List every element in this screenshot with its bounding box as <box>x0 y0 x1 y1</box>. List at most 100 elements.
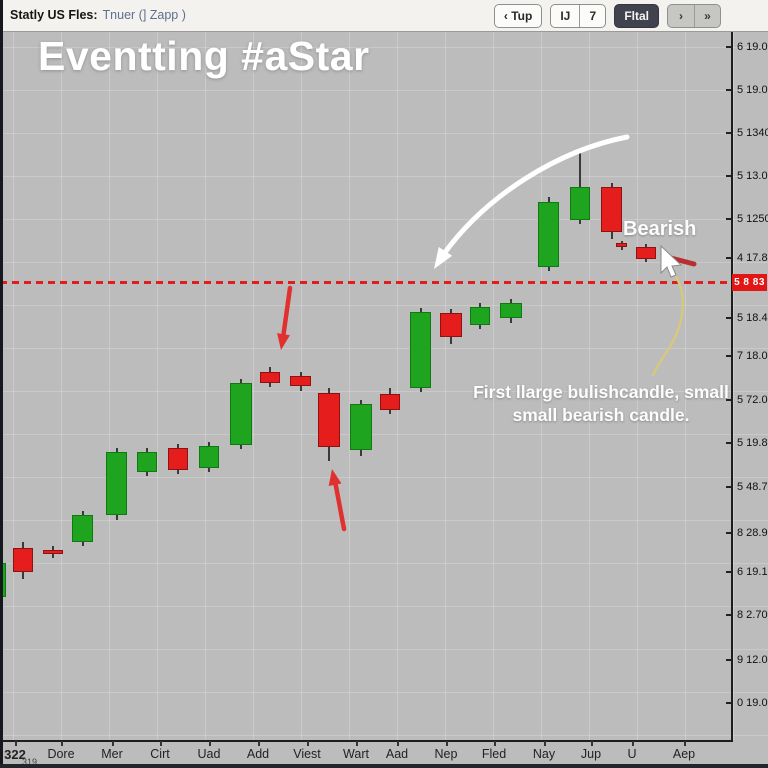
y-axis-tick <box>726 46 731 48</box>
x-axis-tick <box>591 741 593 746</box>
y-axis-tick <box>726 614 731 616</box>
y-axis-tick <box>726 175 731 177</box>
x-axis-label: Viest <box>293 747 321 761</box>
y-axis-label: 5 1250 <box>737 213 768 225</box>
x-axis-label: Aep <box>672 747 696 761</box>
x-axis-label: Cirt <box>150 747 170 761</box>
y-axis-tick <box>726 257 731 259</box>
y-axis-label: 0 19.0 <box>737 697 768 709</box>
y-axis-tick <box>726 355 731 357</box>
x-axis-label: Aad <box>385 747 409 761</box>
y-axis-label: 5 72.0 <box>737 394 768 406</box>
candle-bull <box>72 515 93 542</box>
y-axis-tick <box>726 571 731 573</box>
candle-bull <box>570 187 590 220</box>
x-axis-label: Uad <box>197 747 221 761</box>
y-axis-tick <box>726 659 731 661</box>
header-title-rest: Tnuer (] Zapp ) <box>102 8 186 22</box>
candle-bull <box>106 452 127 515</box>
toolbar-button[interactable]: 7 <box>579 5 605 27</box>
toolbar-button-group: Fltal <box>614 4 659 28</box>
x-axis-tick <box>397 741 399 746</box>
chart-title: Eventting #aStar <box>38 33 370 79</box>
candle-bear <box>168 448 188 470</box>
y-axis-label: 8 28.9 <box>737 527 768 539</box>
note-line-1: First llarge bulishcandle, small <box>473 382 729 402</box>
toolbar-button-group: ‹ Tup <box>493 4 543 28</box>
candle-bull <box>470 307 490 325</box>
left-edge-line <box>0 0 3 768</box>
toolbar-button[interactable]: ‹ Tup <box>495 5 541 27</box>
x-axis-label: Wart <box>343 747 369 761</box>
window-header-text: Statly US Fles: Tnuer (] Zapp ) <box>10 8 186 22</box>
bottom-edge-line <box>0 764 768 768</box>
y-axis-tick <box>726 317 731 319</box>
y-axis-tick <box>726 89 731 91</box>
candle-bull <box>137 452 157 472</box>
x-axis-label: Nay <box>532 747 556 761</box>
candle-bear <box>318 393 340 447</box>
x-axis-label: Add <box>246 747 270 761</box>
y-axis-tick <box>726 486 731 488</box>
y-axis-label: 6 19.0 <box>737 41 768 53</box>
x-axis-label: U <box>627 747 637 761</box>
candle-bear <box>616 243 627 247</box>
x-axis-tick <box>258 741 260 746</box>
bottom-axis-line <box>0 740 732 742</box>
x-axis-sublabel: 319 <box>22 757 38 767</box>
x-axis-tick <box>356 741 358 746</box>
x-axis-tick <box>494 741 496 746</box>
x-axis-tick <box>446 741 448 746</box>
toolbar-button[interactable]: › <box>668 5 694 27</box>
y-axis-label: 5 19.8 <box>737 437 768 449</box>
y-axis-tick <box>726 702 731 704</box>
candle-bull <box>0 563 6 597</box>
y-axis-tick <box>726 132 731 134</box>
candle-bear <box>13 548 33 572</box>
y-axis-tick <box>726 532 731 534</box>
toolbar-button[interactable]: Fltal <box>615 5 658 27</box>
x-axis-tick <box>684 741 686 746</box>
y-axis-label: 5 1340 <box>737 127 768 139</box>
toolbar-button[interactable]: » <box>694 5 720 27</box>
candle-bear <box>380 394 400 410</box>
y-axis-tick <box>726 218 731 220</box>
right-axis-line <box>731 18 733 742</box>
x-axis-tick <box>544 741 546 746</box>
x-axis-tick <box>160 741 162 746</box>
y-axis-label: 9 12.0 <box>737 654 768 666</box>
candle-bear <box>601 187 622 232</box>
y-axis-label: 6 19.1 <box>737 566 768 578</box>
candle-bull <box>538 202 559 267</box>
y-axis-label: 5 18.4 <box>737 312 768 324</box>
x-axis-label: Mer <box>101 747 123 761</box>
toolbar: ‹ Tup IJ 7 Fltal ›» <box>493 4 721 28</box>
candle-bull <box>230 383 252 445</box>
y-axis-tick <box>726 399 731 401</box>
y-axis-label: 8 2.70 <box>737 609 768 621</box>
chart-plot-area <box>0 31 768 740</box>
y-axis-label: 4 17.8 <box>737 252 768 264</box>
y-axis-label: 5 48.7 <box>737 481 768 493</box>
x-axis-tick <box>15 741 17 746</box>
price-alert-line <box>0 281 731 284</box>
x-axis-label: Dore <box>47 747 75 761</box>
toolbar-button-group: IJ 7 <box>550 4 607 28</box>
candle-bear <box>636 247 656 259</box>
candle-bull <box>350 404 372 450</box>
toolbar-button[interactable]: IJ <box>551 5 579 27</box>
x-axis-label: Fled <box>481 747 507 761</box>
candle-bull <box>410 312 431 388</box>
price-line-tag: 5 8 83 <box>732 274 767 291</box>
x-axis-tick <box>112 741 114 746</box>
y-axis-label: 5 13.0 <box>737 170 768 182</box>
x-axis-label: Jup <box>580 747 602 761</box>
x-axis-label: Nep <box>434 747 458 761</box>
candle-bear <box>43 550 63 554</box>
y-axis-tick <box>726 442 731 444</box>
header-title-bold: Statly US Fles: <box>10 8 98 22</box>
note-annotation: First llarge bulishcandle, small small b… <box>472 381 730 427</box>
x-axis-label: 322 <box>4 747 26 762</box>
bearish-annotation: Bearish <box>623 218 697 240</box>
